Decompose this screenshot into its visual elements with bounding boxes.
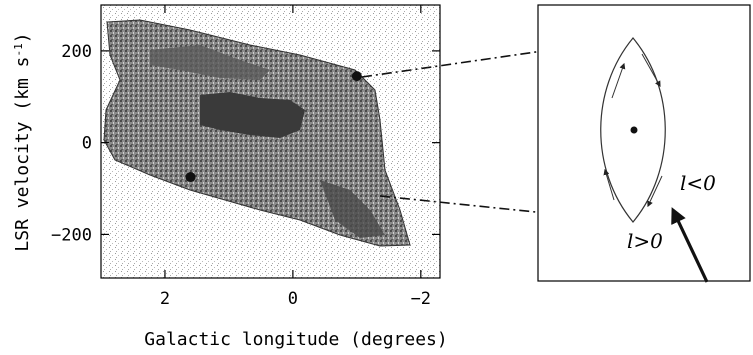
arrow-right-upper [641,53,661,88]
x-tick-labels: 2 0 −2 [160,289,431,309]
x-tick-label-0: 2 [160,289,170,309]
marker-point-0 [351,71,362,82]
emission-tail [320,180,385,238]
orbit-inset: l<0 l>0 [537,4,751,283]
x-axis-label: Galactic longitude (degrees) [144,329,447,350]
arrow-left-lower [603,168,615,201]
orbit-center-dot [630,126,638,134]
pv-ticks [101,5,440,278]
pv-markers [185,71,362,183]
label-l-positive: l>0 [627,229,663,253]
label-l-negative: l<0 [680,171,716,195]
observer-arrow [671,207,709,283]
y-tick-labels: 200 0 −200 [51,42,92,246]
x-tick-label-2: −2 [411,289,431,309]
pv-frame [100,4,441,279]
connector-lower [379,195,634,223]
emission-wing [150,45,270,80]
x-tick-label-1: 0 [288,289,298,309]
arrow-left-upper [611,62,626,99]
y-tick-label-1: 0 [82,134,92,154]
pv-diagram [100,4,441,279]
orbit-lens [600,37,666,223]
inset-frame [537,4,751,282]
emission-core [200,92,305,138]
y-tick-label-2: −200 [51,225,92,245]
marker-point-1 [185,172,196,183]
y-axis-label: LSR velocity (km s-1) [12,32,33,251]
arrow-right-lower [647,175,663,208]
y-tick-label-0: 200 [61,42,92,62]
y-axis-label-unit-exponent: -1 [12,43,25,56]
